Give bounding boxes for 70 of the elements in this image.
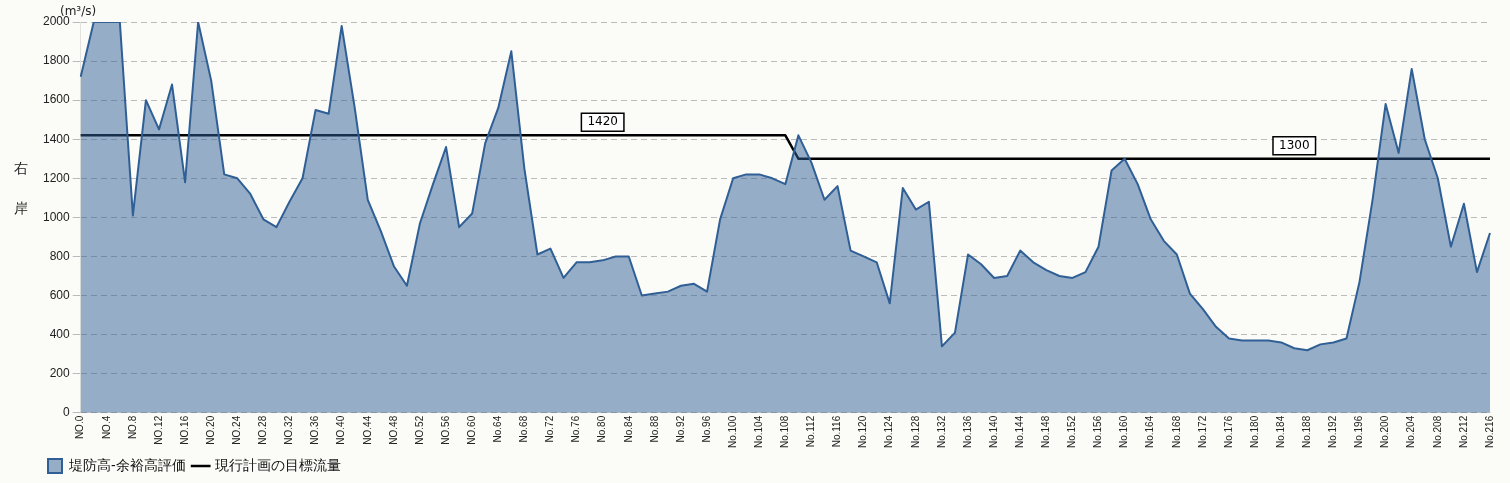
x-tick-label: No.80	[596, 415, 608, 443]
x-tick-label: NO.8	[126, 415, 138, 440]
x-tick-label: No.152	[1066, 415, 1078, 448]
x-tick-label: No.144	[1013, 415, 1025, 448]
y-tick-label: 1200	[42, 170, 71, 185]
x-tick-label: No.208	[1431, 415, 1443, 448]
x-tick-label: No.188	[1301, 415, 1313, 448]
x-tick-label: NO.24	[231, 415, 243, 445]
x-tick-label: No.72	[544, 415, 556, 443]
x-tick-label: No.140	[987, 415, 999, 448]
x-tick-label: No.156	[1092, 415, 1104, 448]
x-tick-label: No.172	[1196, 415, 1208, 448]
y-tick-label: 1000	[42, 209, 71, 224]
x-tick-label: No.136	[961, 415, 973, 448]
x-tick-label: No.164	[1144, 415, 1156, 448]
x-tick-label: NO.4	[100, 415, 112, 440]
y-axis-title: 右岸	[12, 150, 30, 230]
x-tick-label: No.112	[805, 415, 817, 448]
y-tick-label: 200	[49, 365, 71, 380]
x-tick-label: NO.16	[178, 415, 190, 445]
y-tick-label: 1800	[42, 53, 71, 68]
data-label: 1420	[587, 114, 618, 129]
x-tick-label: NO.52	[413, 415, 425, 445]
x-tick-label: NO.48	[387, 415, 399, 445]
legend-label: 堤防高-余裕高評価	[68, 456, 186, 473]
y-tick-label: 0	[63, 405, 71, 420]
x-tick-label: No.116	[831, 415, 843, 448]
x-tick-label: No.108	[779, 415, 791, 448]
y-tick-label: 1600	[42, 92, 71, 107]
x-tick-label: No.180	[1248, 415, 1260, 448]
x-tick-label: No.128	[909, 415, 921, 448]
x-tick-label: No.120	[857, 415, 869, 448]
x-tick-label: No.92	[674, 415, 686, 443]
x-tick-label: No.184	[1274, 415, 1286, 448]
x-tick-label: No.160	[1118, 415, 1130, 448]
legend-label: 現行計画の目標流量	[214, 456, 341, 473]
x-tick-label: No.148	[1040, 415, 1052, 448]
x-tick-label: NO.0	[74, 415, 86, 440]
x-tick-label: NO.28	[257, 415, 269, 445]
x-tick-label: NO.12	[152, 415, 164, 445]
x-tick-label: No.168	[1170, 415, 1182, 448]
x-tick-label: NO.56	[439, 415, 451, 445]
x-tick-label: NO.44	[361, 415, 373, 445]
x-tick-label: No.100	[726, 415, 738, 448]
x-tick-label: No.204	[1405, 415, 1417, 448]
x-tick-label: No.68	[518, 415, 530, 443]
x-tick-label: No.96	[700, 415, 712, 443]
x-tick-label: NO.40	[335, 415, 347, 445]
x-tick-label: No.216	[1483, 415, 1495, 448]
y-tick-label: 400	[49, 326, 71, 341]
x-tick-label: NO.60	[465, 415, 477, 445]
x-tick-label: No.76	[570, 415, 582, 443]
x-tick-label: No.124	[883, 415, 895, 448]
x-tick-label: NO.36	[309, 415, 321, 445]
x-tick-label: NO.20	[204, 415, 216, 445]
x-tick-label: No.84	[622, 415, 634, 443]
x-tick-label: No.104	[753, 415, 764, 448]
x-tick-label: No.176	[1222, 415, 1234, 448]
y-tick-label: 600	[49, 287, 71, 302]
x-tick-label: No.88	[648, 415, 660, 443]
x-tick-label: No.200	[1379, 415, 1391, 448]
x-tick-label: No.212	[1457, 415, 1469, 448]
x-tick-label: No.132	[935, 415, 947, 448]
x-tick-label: No.196	[1353, 415, 1365, 448]
x-tick-label: No.192	[1327, 415, 1339, 448]
x-tick-label: No.64	[492, 415, 504, 443]
y-tick-label: 1400	[42, 131, 71, 146]
data-label: 1300	[1278, 137, 1310, 152]
x-tick-label: NO.32	[283, 415, 295, 445]
y-tick-label: 800	[49, 248, 71, 263]
